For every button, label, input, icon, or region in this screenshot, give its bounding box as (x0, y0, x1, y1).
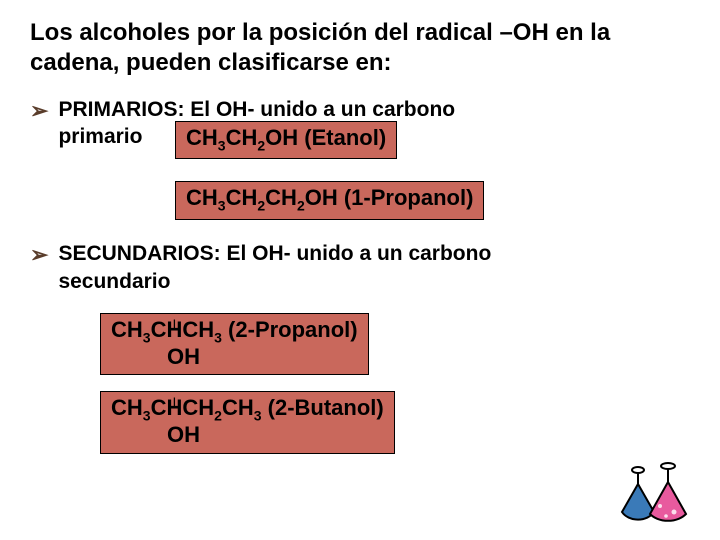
primarios-formula-2-wrap: CH3CH2CH2OH (1-Propanol) (175, 181, 720, 220)
secundarios-bullet: ➢ SECUNDARIOS: El OH- unido a un carbono… (0, 240, 720, 295)
secundarios-label: SECUNDARIOS: (58, 242, 220, 265)
flasks-icon (606, 462, 706, 532)
secundarios-formula-1: CH3CHCH3 (2-Propanol) | OH (100, 313, 369, 375)
secundarios-formula-2: CH3CHCH2CH3 (2-Butanol) | OH (100, 391, 395, 453)
secundarios-formula-2-wrap: CH3CHCH2CH3 (2-Butanol) | OH (100, 391, 720, 453)
primarios-formula-2: CH3CH2CH2OH (1-Propanol) (175, 181, 484, 220)
primarios-formula-1: CH3CH2OH (Etanol) (175, 121, 397, 160)
secundarios-desc1: El OH- unido a un carbono (221, 242, 492, 265)
primarios-label: PRIMARIOS: (58, 98, 184, 121)
page-title: Los alcoholes por la posición del radica… (0, 0, 720, 78)
secundarios-text: SECUNDARIOS: El OH- unido a un carbono s… (58, 240, 720, 295)
primarios-desc1: El OH- unido a un carbono (184, 98, 455, 121)
bullet-arrow-icon: ➢ (30, 242, 48, 268)
secundarios-formula-1-wrap: CH3CHCH3 (2-Propanol) | OH (100, 313, 720, 375)
primarios-desc2: primario (58, 125, 142, 148)
secundarios-desc2: secundario (58, 270, 170, 293)
bullet-arrow-icon: ➢ (30, 98, 48, 124)
